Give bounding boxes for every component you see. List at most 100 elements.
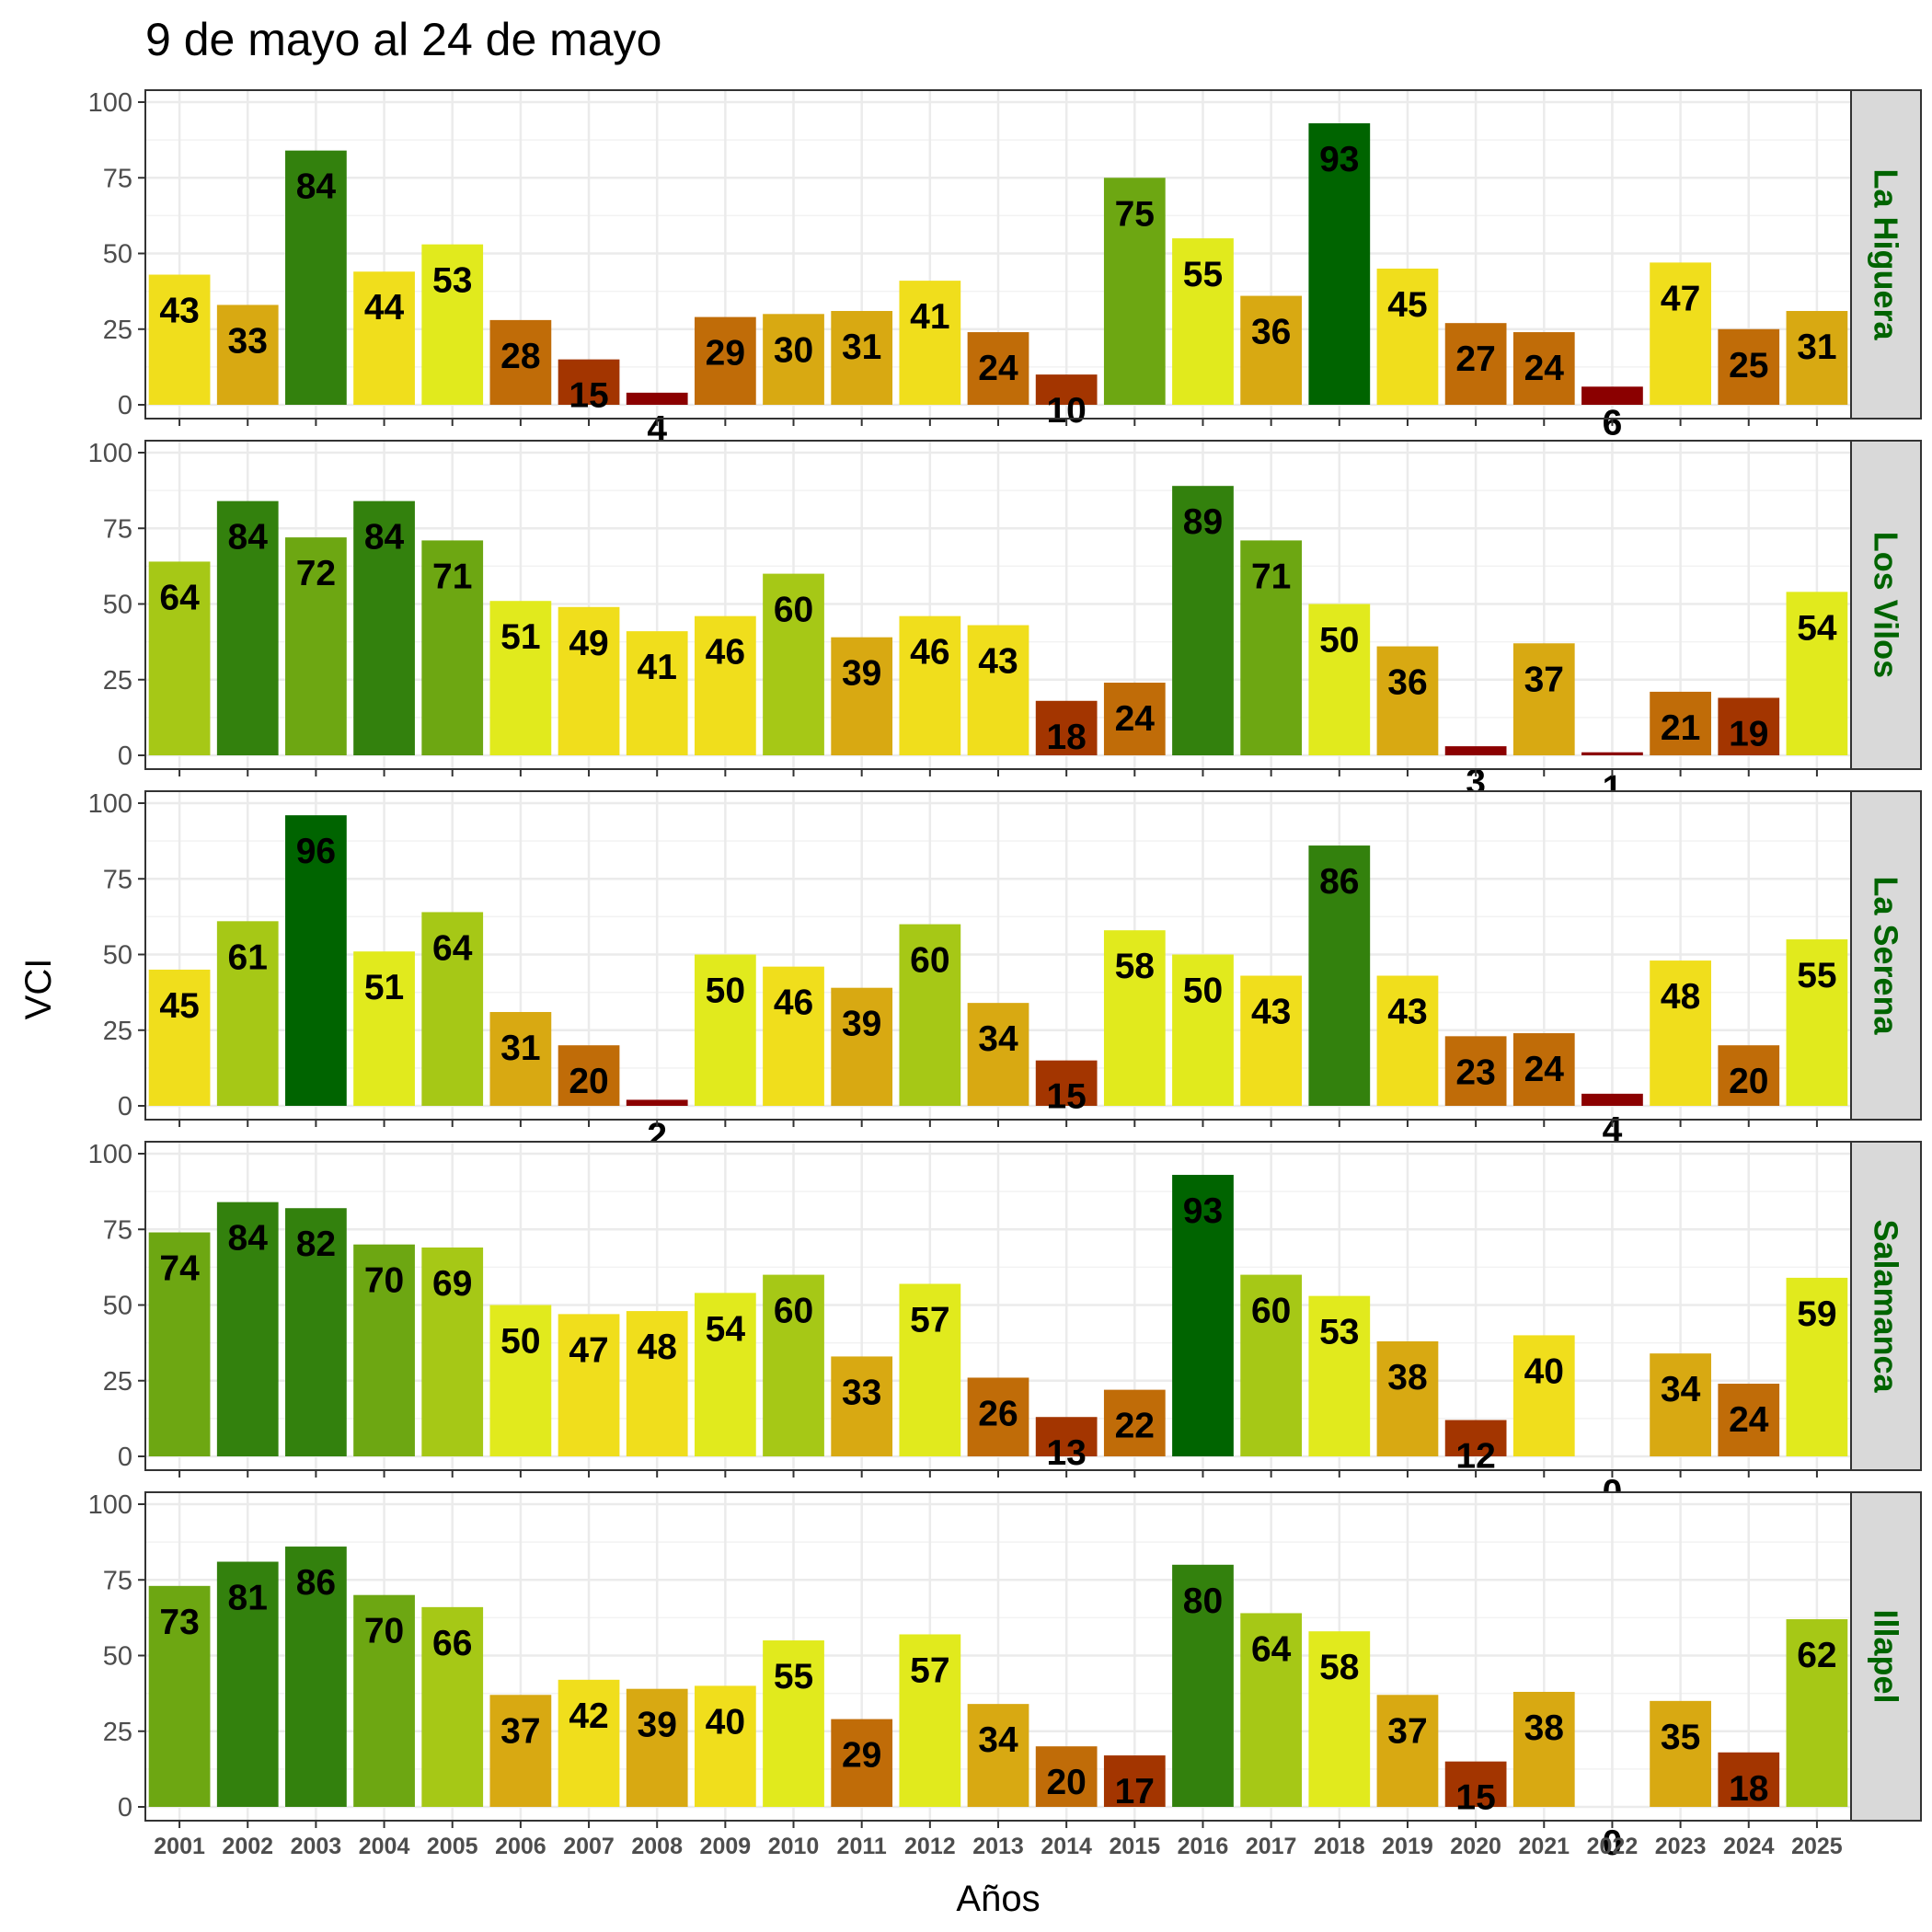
bar-value-label: 24 [978,349,1018,388]
x-tick-label: 2016 [1178,1834,1229,1859]
bar-value-label: 47 [569,1330,608,1370]
x-tick-label: 2024 [1723,1834,1775,1859]
bar [1444,746,1507,755]
y-tick-label: 25 [103,1718,132,1747]
bar [1376,1340,1439,1456]
bar [694,615,756,755]
bar-value-label: 28 [500,337,540,376]
y-tick-label: 50 [103,1642,132,1672]
bar [1786,311,1848,405]
bar [1376,646,1439,755]
bar-value-label: 21 [1661,708,1700,748]
bar [1240,1613,1303,1807]
bar-value-label: 43 [978,642,1018,682]
bar-value-label: 89 [1183,502,1223,542]
bar [1650,1700,1711,1807]
bar [148,561,211,755]
bar-value-label: 33 [228,321,268,361]
x-tick-label: 2015 [1110,1834,1161,1859]
bar [967,1704,1029,1807]
bar [763,314,824,405]
bar [148,1232,211,1456]
bar-value-label: 47 [1661,279,1700,318]
x-tick-label: 2021 [1518,1834,1570,1859]
bar-value-label: 84 [364,518,405,558]
bar [285,1208,347,1456]
bar [1444,1036,1507,1106]
x-tick-label: 2020 [1450,1834,1501,1859]
bar-value-label: 33 [842,1373,881,1412]
bar [558,359,620,405]
bar [1786,1277,1848,1456]
y-tick-label: 75 [103,514,132,544]
x-tick-label: 2023 [1655,1834,1707,1859]
bar [216,1202,279,1456]
bar [1512,1033,1575,1106]
bar-value-label: 37 [1524,660,1564,699]
bar-value-label: 60 [1251,1292,1291,1331]
bar [421,540,484,755]
bar [1035,1060,1098,1106]
bar-value-label: 0 [1603,1823,1623,1863]
facet-strip-label: Los Vilos [1868,532,1905,678]
bar-value-label: 24 [1524,1050,1565,1089]
bar [1308,1295,1371,1456]
bar-value-label: 17 [1115,1772,1155,1811]
bar [148,1585,211,1807]
bar-value-label: 50 [1183,972,1223,1011]
bar-value-label: 53 [432,261,472,301]
bar [421,912,484,1106]
bar-value-label: 43 [1251,993,1291,1032]
bar [489,1012,552,1106]
x-tick-label: 2006 [495,1834,546,1859]
bar-value-label: 37 [1387,1711,1427,1751]
bar [1035,374,1098,405]
bar [1103,178,1166,405]
bar-value-label: 31 [500,1029,540,1068]
bar [216,305,279,405]
y-tick-label: 75 [103,865,132,894]
facet-strip-label: La Higuera [1868,168,1905,340]
bar-value-label: 29 [706,334,745,374]
bar [694,316,756,405]
facet-strip [1850,440,1922,770]
bar [1035,700,1098,755]
x-tick-label: 2017 [1246,1834,1297,1859]
bar-value-label: 15 [569,376,608,416]
x-tick-label: 2014 [1041,1834,1092,1859]
y-tick-label: 50 [103,1292,132,1321]
y-tick-label: 100 [88,88,132,118]
bar [1308,1631,1371,1807]
bar [1444,1761,1507,1807]
bar [694,1685,756,1807]
bar-value-label: 64 [159,578,200,617]
bar-value-label: 73 [159,1603,199,1642]
bar [558,1045,620,1106]
y-tick-label: 75 [103,1215,132,1245]
facet-strip [1850,1141,1922,1471]
bar [1308,845,1371,1106]
bar-value-label: 44 [364,288,405,328]
bar-value-label: 36 [1251,313,1291,352]
bar [558,606,620,755]
y-tick-label: 50 [103,591,132,620]
bar [1240,540,1303,755]
bar [899,281,961,405]
bar-value-label: 20 [1729,1062,1768,1101]
bar-value-label: 82 [296,1225,336,1264]
bar [216,1561,279,1807]
bar-value-label: 43 [159,292,199,331]
bar-value-label: 59 [1797,1294,1836,1334]
bar [763,1640,824,1807]
bar-value-label: 71 [1251,557,1291,596]
x-tick-label: 2008 [631,1834,683,1859]
bar [285,150,347,405]
bar-value-label: 22 [1115,1407,1155,1446]
bar [1308,604,1371,755]
bar [694,954,756,1106]
bar-value-label: 81 [228,1579,268,1618]
bar [1376,268,1439,405]
bar [1035,1417,1098,1456]
